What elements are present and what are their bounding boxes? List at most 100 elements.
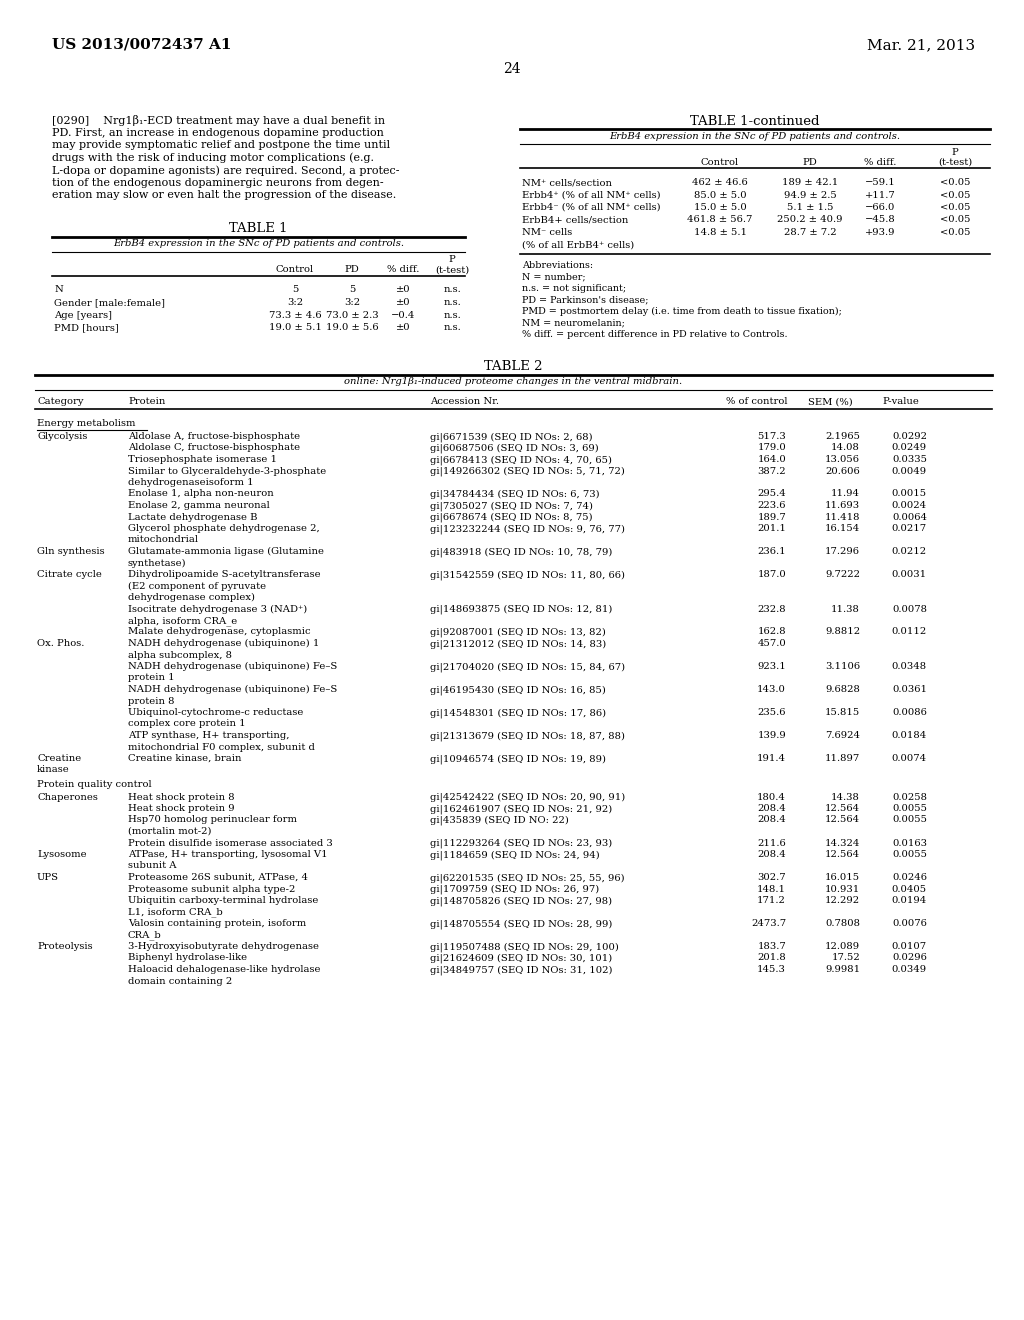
Text: Lysosome: Lysosome <box>37 850 87 859</box>
Text: ErbB4 expression in the SNc of PD patients and controls.: ErbB4 expression in the SNc of PD patien… <box>113 239 404 248</box>
Text: subunit A: subunit A <box>128 862 176 870</box>
Text: gi|34849757 (SEQ ID NOs: 31, 102): gi|34849757 (SEQ ID NOs: 31, 102) <box>430 965 612 974</box>
Text: gi|483918 (SEQ ID NOs: 10, 78, 79): gi|483918 (SEQ ID NOs: 10, 78, 79) <box>430 546 612 557</box>
Text: P-value: P-value <box>882 397 919 407</box>
Text: 517.3: 517.3 <box>758 432 786 441</box>
Text: Mar. 21, 2013: Mar. 21, 2013 <box>867 38 975 51</box>
Text: Hsp70 homolog perinuclear form: Hsp70 homolog perinuclear form <box>128 816 297 825</box>
Text: synthetase): synthetase) <box>128 558 186 568</box>
Text: gi|1184659 (SEQ ID NOs: 24, 94): gi|1184659 (SEQ ID NOs: 24, 94) <box>430 850 600 859</box>
Text: 189.7: 189.7 <box>758 512 786 521</box>
Text: Valosin containing protein, isoform: Valosin containing protein, isoform <box>128 919 306 928</box>
Text: gi|6678674 (SEQ ID NOs: 8, 75): gi|6678674 (SEQ ID NOs: 8, 75) <box>430 512 593 523</box>
Text: 171.2: 171.2 <box>757 896 786 906</box>
Text: PMD = postmortem delay (i.e. time from death to tissue fixation);: PMD = postmortem delay (i.e. time from d… <box>522 308 842 315</box>
Text: PD: PD <box>803 158 817 168</box>
Text: 85.0 ± 5.0: 85.0 ± 5.0 <box>693 190 746 199</box>
Text: gi|148705554 (SEQ ID NOs: 28, 99): gi|148705554 (SEQ ID NOs: 28, 99) <box>430 919 612 929</box>
Text: tion of the endogenous dopaminergic neurons from degen-: tion of the endogenous dopaminergic neur… <box>52 177 384 187</box>
Text: 208.4: 208.4 <box>758 816 786 825</box>
Text: n.s. = not significant;: n.s. = not significant; <box>522 284 626 293</box>
Text: (% of all ErbB4⁺ cells): (% of all ErbB4⁺ cells) <box>522 240 634 249</box>
Text: 24: 24 <box>503 62 521 77</box>
Text: 0.0296: 0.0296 <box>892 953 927 962</box>
Text: 0.0217: 0.0217 <box>892 524 927 533</box>
Text: 0.0348: 0.0348 <box>892 663 927 671</box>
Text: Control: Control <box>701 158 739 168</box>
Text: 5: 5 <box>292 285 298 294</box>
Text: 302.7: 302.7 <box>758 873 786 882</box>
Text: 9.6828: 9.6828 <box>825 685 860 694</box>
Text: 17.296: 17.296 <box>825 546 860 556</box>
Text: Chaperones: Chaperones <box>37 792 98 801</box>
Text: gi|148705826 (SEQ ID NOs: 27, 98): gi|148705826 (SEQ ID NOs: 27, 98) <box>430 896 612 906</box>
Text: dehydrogenaseisoform 1: dehydrogenaseisoform 1 <box>128 478 254 487</box>
Text: Proteasome subunit alpha type-2: Proteasome subunit alpha type-2 <box>128 884 295 894</box>
Text: ATPase, H+ transporting, lysosomal V1: ATPase, H+ transporting, lysosomal V1 <box>128 850 328 859</box>
Text: gi|21313679 (SEQ ID NOs: 18, 87, 88): gi|21313679 (SEQ ID NOs: 18, 87, 88) <box>430 731 625 741</box>
Text: Biphenyl hydrolase-like: Biphenyl hydrolase-like <box>128 953 247 962</box>
Text: Gender [male:female]: Gender [male:female] <box>54 298 165 308</box>
Text: 3.1106: 3.1106 <box>825 663 860 671</box>
Text: gi|21704020 (SEQ ID NOs: 15, 84, 67): gi|21704020 (SEQ ID NOs: 15, 84, 67) <box>430 663 625 672</box>
Text: 11.38: 11.38 <box>831 605 860 614</box>
Text: PMD [hours]: PMD [hours] <box>54 323 119 333</box>
Text: alpha, isoform CRA_e: alpha, isoform CRA_e <box>128 616 238 626</box>
Text: Abbreviations:: Abbreviations: <box>522 261 593 271</box>
Text: NADH dehydrogenase (ubiquinone) 1: NADH dehydrogenase (ubiquinone) 1 <box>128 639 319 648</box>
Text: gi|62201535 (SEQ ID NOs: 25, 55, 96): gi|62201535 (SEQ ID NOs: 25, 55, 96) <box>430 873 625 883</box>
Text: 201.8: 201.8 <box>758 953 786 962</box>
Text: TABLE 1: TABLE 1 <box>229 223 288 235</box>
Text: n.s.: n.s. <box>443 310 461 319</box>
Text: Category: Category <box>37 397 84 407</box>
Text: 923.1: 923.1 <box>758 663 786 671</box>
Text: gi|148693875 (SEQ ID NOs: 12, 81): gi|148693875 (SEQ ID NOs: 12, 81) <box>430 605 612 614</box>
Text: % diff.: % diff. <box>387 265 419 275</box>
Text: gi|21312012 (SEQ ID NOs: 14, 83): gi|21312012 (SEQ ID NOs: 14, 83) <box>430 639 606 648</box>
Text: Proteolysis: Proteolysis <box>37 942 92 950</box>
Text: n.s.: n.s. <box>443 285 461 294</box>
Text: 235.6: 235.6 <box>758 708 786 717</box>
Text: gi|21624609 (SEQ ID NOs: 30, 101): gi|21624609 (SEQ ID NOs: 30, 101) <box>430 953 612 964</box>
Text: 0.0055: 0.0055 <box>892 804 927 813</box>
Text: L-dopa or dopamine agonists) are required. Second, a protec-: L-dopa or dopamine agonists) are require… <box>52 165 399 176</box>
Text: 14.324: 14.324 <box>824 838 860 847</box>
Text: mitochondrial F0 complex, subunit d: mitochondrial F0 complex, subunit d <box>128 742 314 751</box>
Text: [0290]    Nrg1β₁-ECD treatment may have a dual benefit in: [0290] Nrg1β₁-ECD treatment may have a d… <box>52 115 385 125</box>
Text: mitochondrial: mitochondrial <box>128 536 199 544</box>
Text: TABLE 1-continued: TABLE 1-continued <box>690 115 820 128</box>
Text: 0.0258: 0.0258 <box>892 792 927 801</box>
Text: 15.0 ± 5.0: 15.0 ± 5.0 <box>693 203 746 213</box>
Text: Heat shock protein 8: Heat shock protein 8 <box>128 792 234 801</box>
Text: 16.015: 16.015 <box>825 873 860 882</box>
Text: 14.08: 14.08 <box>831 444 860 453</box>
Text: Accession Nr.: Accession Nr. <box>430 397 499 407</box>
Text: 13.056: 13.056 <box>825 455 860 465</box>
Text: protein 8: protein 8 <box>128 697 174 705</box>
Text: Heat shock protein 9: Heat shock protein 9 <box>128 804 234 813</box>
Text: Protein disulfide isomerase associated 3: Protein disulfide isomerase associated 3 <box>128 838 333 847</box>
Text: 164.0: 164.0 <box>758 455 786 465</box>
Text: 387.2: 387.2 <box>758 466 786 475</box>
Text: CRA_b: CRA_b <box>128 931 162 940</box>
Text: eration may slow or even halt the progression of the disease.: eration may slow or even halt the progre… <box>52 190 396 201</box>
Text: n.s.: n.s. <box>443 298 461 308</box>
Text: Ubiquitin carboxy-terminal hydrolase: Ubiquitin carboxy-terminal hydrolase <box>128 896 318 906</box>
Text: ±0: ±0 <box>395 323 411 333</box>
Text: 12.564: 12.564 <box>825 850 860 859</box>
Text: gi|14548301 (SEQ ID NOs: 17, 86): gi|14548301 (SEQ ID NOs: 17, 86) <box>430 708 606 718</box>
Text: Protein quality control: Protein quality control <box>37 780 152 789</box>
Text: 0.0074: 0.0074 <box>892 754 927 763</box>
Text: Protein: Protein <box>128 397 165 407</box>
Text: 461.8 ± 56.7: 461.8 ± 56.7 <box>687 215 753 224</box>
Text: Proteasome 26S subunit, ATPase, 4: Proteasome 26S subunit, ATPase, 4 <box>128 873 308 882</box>
Text: 19.0 ± 5.6: 19.0 ± 5.6 <box>326 323 378 333</box>
Text: P: P <box>449 256 456 264</box>
Text: Aldolase C, fructose-bisphosphate: Aldolase C, fructose-bisphosphate <box>128 444 300 453</box>
Text: 191.4: 191.4 <box>757 754 786 763</box>
Text: gi|119507488 (SEQ ID NOs: 29, 100): gi|119507488 (SEQ ID NOs: 29, 100) <box>430 942 618 952</box>
Text: 0.0361: 0.0361 <box>892 685 927 694</box>
Text: NM⁻ cells: NM⁻ cells <box>522 228 572 238</box>
Text: 9.8812: 9.8812 <box>825 627 860 636</box>
Text: gi|162461907 (SEQ ID NOs: 21, 92): gi|162461907 (SEQ ID NOs: 21, 92) <box>430 804 612 813</box>
